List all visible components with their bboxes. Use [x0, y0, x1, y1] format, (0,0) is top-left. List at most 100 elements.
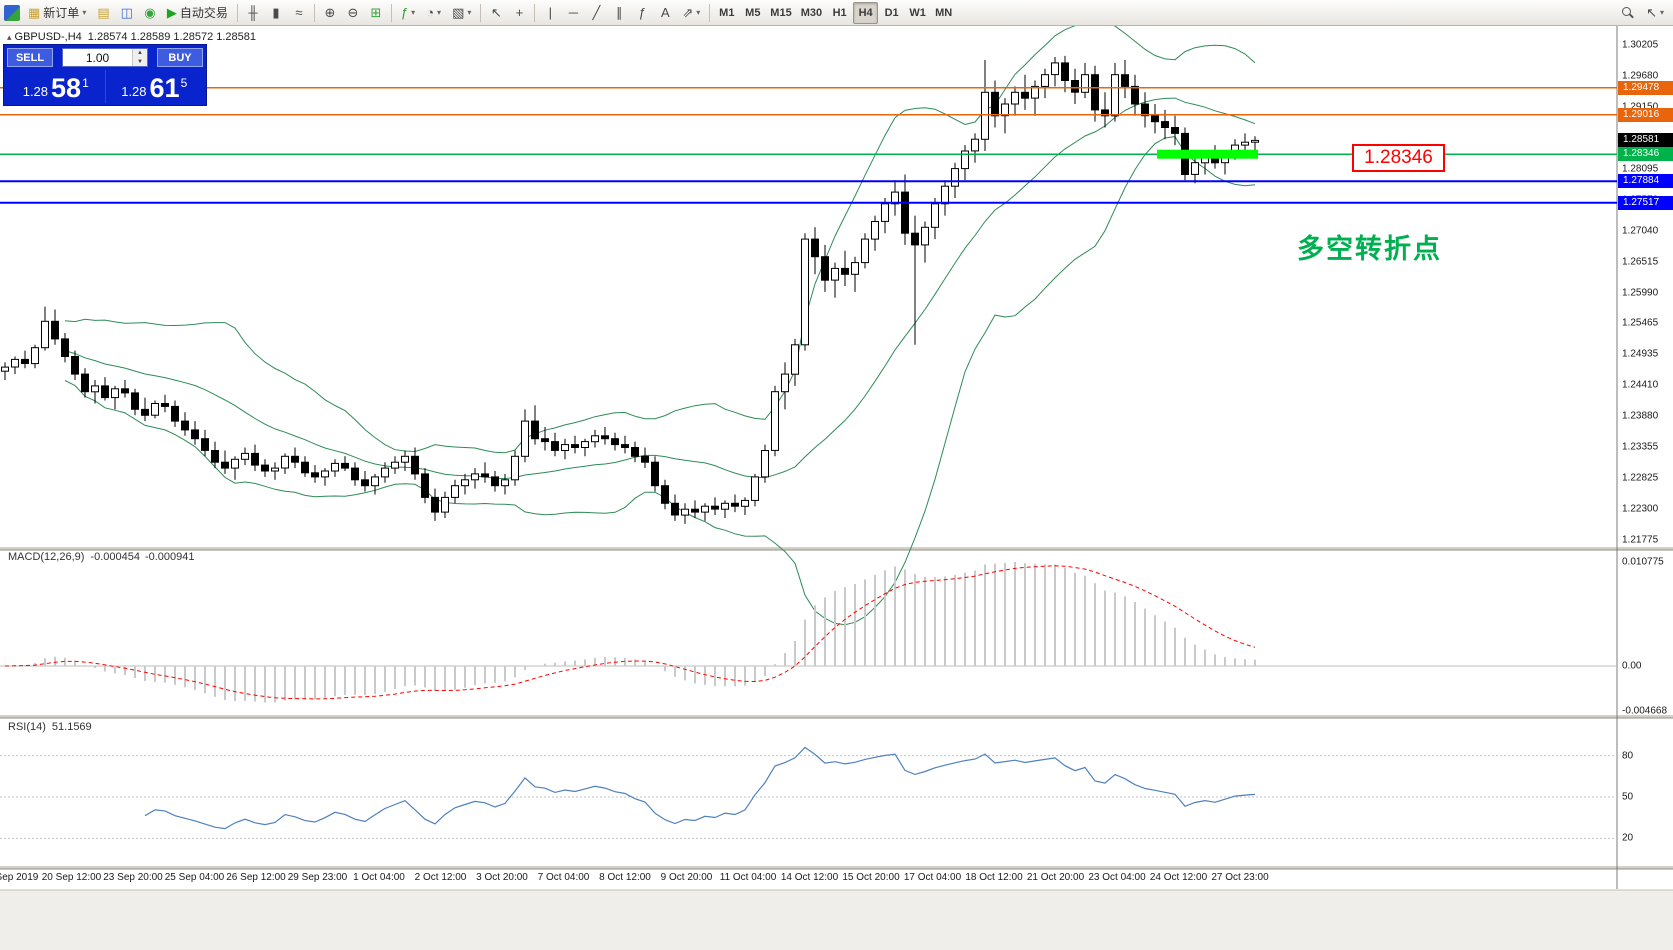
fibonacci-icon-glyph: ƒ	[638, 5, 646, 20]
timeframe-m30[interactable]: M30	[797, 2, 826, 24]
candle-body	[611, 438, 619, 446]
periods-icon[interactable]: ◔ ▾	[421, 2, 446, 24]
candle-body	[1141, 103, 1149, 117]
tile-windows-icon[interactable]: ⊞	[365, 2, 387, 24]
candle-body	[1041, 74, 1049, 87]
volume-down-icon[interactable]: ▼	[133, 57, 147, 66]
candle-body	[971, 138, 979, 152]
macd-value-main: -0.000454	[90, 551, 140, 563]
candle-body	[141, 408, 149, 416]
templates-icon[interactable]: ▧ ▾	[447, 2, 476, 24]
candle-body	[441, 496, 449, 513]
sell-price[interactable]: 1.28 58 1	[7, 70, 106, 103]
buy-price[interactable]: 1.28 61 5	[121, 73, 188, 104]
timeframe-m15[interactable]: M15	[766, 2, 795, 24]
candle-body	[271, 467, 279, 472]
candle-body	[311, 472, 319, 478]
price-scale-label: 1.25990	[1622, 287, 1659, 298]
timeframe-m5[interactable]: M5	[740, 2, 765, 24]
panel-separator-3[interactable]	[0, 866, 1673, 869]
vertical-line-icon[interactable]: |	[539, 2, 561, 24]
macd-scale-zero: 0.00	[1622, 660, 1642, 672]
candle-body	[461, 479, 469, 487]
bollinger-middle-band	[64, 97, 1256, 480]
candle-body	[261, 464, 269, 472]
candle-body	[481, 473, 489, 478]
candle-body	[1001, 103, 1009, 117]
charts-icon[interactable]: ▤	[92, 2, 114, 24]
zoom-out-icon[interactable]: ⊖	[342, 2, 364, 24]
autotrading-button[interactable]: ▶ 自动交易	[162, 2, 233, 24]
timeframe-d1[interactable]: D1	[879, 2, 904, 24]
fibonacci-icon[interactable]: ƒ	[631, 2, 653, 24]
candle-body	[1151, 115, 1159, 123]
candle-body	[371, 476, 379, 487]
candle-body	[411, 455, 419, 475]
candle-body	[1171, 127, 1179, 134]
candle-body	[331, 462, 339, 472]
time-axis-label: 7 Oct 04:00	[537, 872, 590, 883]
search-icon[interactable]	[1617, 2, 1639, 24]
candle-body	[1071, 80, 1079, 93]
indicators-icon[interactable]: ƒ ▾	[396, 2, 420, 24]
panel-separator-1[interactable]	[0, 547, 1673, 550]
candle-body	[1191, 162, 1199, 175]
indicators-icon-glyph: ƒ	[400, 5, 409, 20]
toolbar-separator	[313, 3, 315, 22]
refresh-icon[interactable]: ◉	[139, 2, 161, 24]
level-price-badge: 1.27884	[1618, 174, 1673, 189]
candle-body	[841, 267, 849, 275]
search-icon-glyph	[1622, 6, 1634, 19]
toolbar-separator	[480, 3, 482, 22]
sell-button[interactable]: SELL	[7, 48, 53, 67]
bar-chart-icon[interactable]: ╫	[242, 2, 264, 24]
candle-body	[91, 385, 99, 393]
bollinger-upper-band	[64, 16, 1256, 454]
candle-body	[701, 505, 709, 513]
symbol-label: ▴ GBPUSD-,H4 1.28574 1.28589 1.28572 1.285…	[7, 31, 256, 43]
candle-body	[581, 441, 589, 449]
panel-separator-2[interactable]	[0, 715, 1673, 718]
note-annotation[interactable]: 多空转折点	[1297, 234, 1442, 264]
candle-body	[801, 238, 809, 346]
timeframe-h4[interactable]: H4	[853, 1, 879, 24]
volume-up-icon[interactable]: ▲	[133, 49, 147, 58]
channel-icon[interactable]: ∥	[608, 2, 630, 24]
horizontal-line-icon[interactable]: ─	[562, 2, 584, 24]
time-axis-label: 3 Oct 20:00	[476, 872, 528, 883]
periods-icon-glyph: ◔	[426, 5, 435, 20]
timeframe-mn[interactable]: MN	[931, 2, 956, 24]
line-chart-icon[interactable]: ≈	[288, 2, 310, 24]
candle-body	[281, 455, 289, 469]
templates-icon-caret: ▾	[467, 8, 472, 17]
candlestick-chart-icon[interactable]: ▮	[265, 2, 287, 24]
candle-body	[181, 420, 189, 431]
zoom-in-icon[interactable]: ⊕	[319, 2, 341, 24]
timeframe-m15-label: M15	[770, 6, 792, 19]
macd-value-signal: -0.000941	[144, 551, 195, 563]
text-icon[interactable]: A	[654, 2, 676, 24]
trendline-icon[interactable]: ╱	[585, 2, 607, 24]
expand-icon[interactable]: ▴	[7, 32, 12, 42]
pointer-icon[interactable]: ↖ ▾	[1641, 2, 1669, 24]
crosshair-icon[interactable]: +	[508, 2, 530, 24]
candle-body	[1101, 109, 1109, 117]
profiles-icon[interactable]: ◫	[116, 2, 138, 24]
arrow-tools-icon[interactable]: ⇗ ▾	[677, 2, 705, 24]
candle-body	[951, 168, 959, 187]
time-axis-label: 20 Sep 12:00	[41, 872, 102, 883]
time-axis-label: 26 Sep 12:00	[226, 872, 286, 883]
highlight-zone[interactable]	[1157, 149, 1258, 159]
volume-input[interactable]	[63, 49, 132, 66]
timeframe-m1[interactable]: M1	[714, 2, 739, 24]
timeframe-h1[interactable]: H1	[827, 2, 852, 24]
price-annotation-box[interactable]: 1.28346	[1352, 144, 1445, 172]
macd-label: MACD(12,26,9) -0.000454 -0.000941	[8, 551, 195, 563]
channel-icon-glyph: ∥	[616, 5, 623, 20]
candle-body	[1011, 91, 1019, 105]
toolbar-separator	[236, 3, 238, 22]
timeframe-w1[interactable]: W1	[905, 2, 930, 24]
buy-button[interactable]: BUY	[157, 48, 203, 67]
cursor-icon[interactable]: ↖	[485, 2, 507, 24]
new-order-button[interactable]: ▦ 新订单 ▾	[23, 2, 91, 24]
